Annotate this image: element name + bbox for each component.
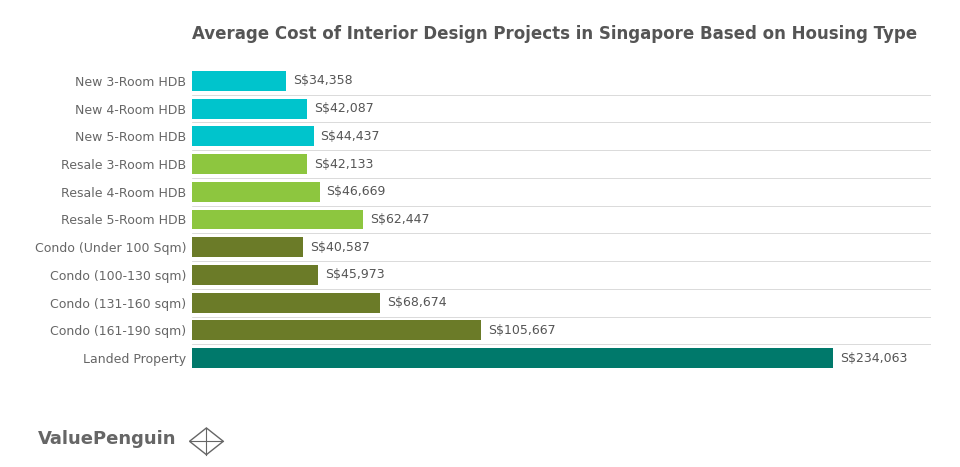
Text: S$46,669: S$46,669: [326, 185, 386, 198]
Bar: [192, 182, 320, 202]
Text: S$105,667: S$105,667: [488, 324, 556, 337]
Bar: [192, 293, 380, 312]
Bar: [192, 265, 318, 285]
Text: S$68,674: S$68,674: [387, 296, 446, 309]
Text: S$40,587: S$40,587: [310, 241, 370, 254]
Bar: [192, 320, 481, 340]
Text: S$42,087: S$42,087: [314, 102, 373, 115]
Bar: [192, 210, 363, 229]
Text: ValuePenguin: ValuePenguin: [38, 430, 177, 448]
Bar: [192, 237, 303, 257]
Bar: [192, 154, 307, 174]
Text: S$42,133: S$42,133: [314, 157, 373, 170]
Bar: [192, 99, 307, 119]
Text: Average Cost of Interior Design Projects in Singapore Based on Housing Type: Average Cost of Interior Design Projects…: [192, 25, 917, 43]
Text: S$234,063: S$234,063: [840, 352, 907, 365]
Bar: [192, 348, 833, 368]
Bar: [192, 127, 314, 146]
Text: S$44,437: S$44,437: [321, 130, 380, 143]
Text: S$45,973: S$45,973: [324, 269, 384, 282]
Bar: [192, 71, 286, 91]
Text: S$62,447: S$62,447: [370, 213, 429, 226]
Text: S$34,358: S$34,358: [293, 74, 352, 87]
